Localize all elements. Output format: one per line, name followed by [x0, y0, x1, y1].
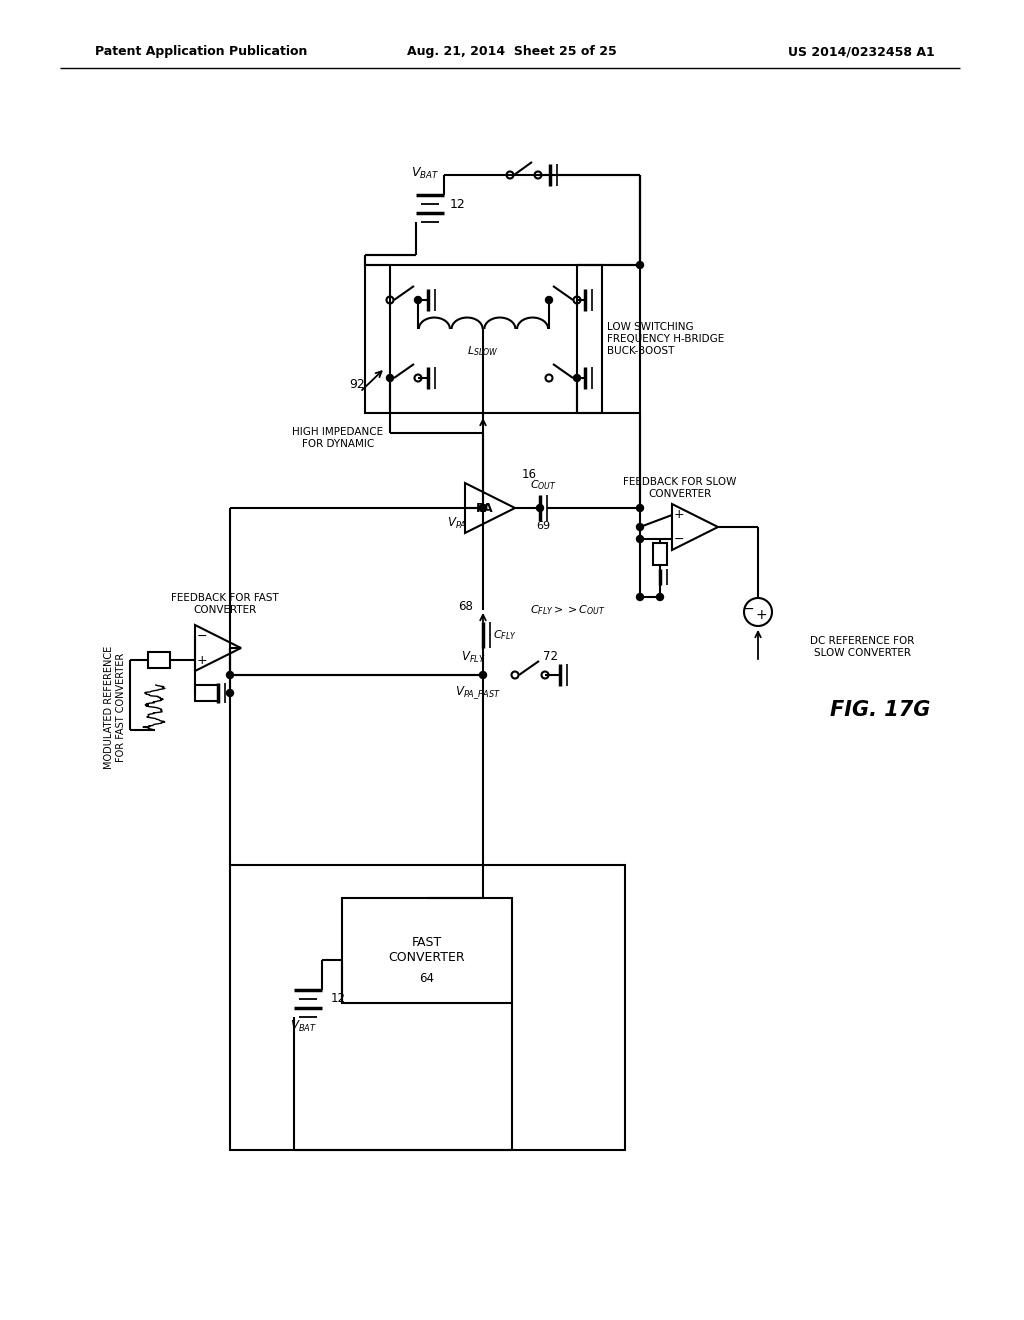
Text: FEEDBACK FOR SLOW
CONVERTER: FEEDBACK FOR SLOW CONVERTER	[624, 478, 736, 499]
Text: FEEDBACK FOR FAST
CONVERTER: FEEDBACK FOR FAST CONVERTER	[171, 593, 279, 615]
Circle shape	[386, 375, 393, 381]
Text: $C_{FLY}$: $C_{FLY}$	[494, 628, 517, 642]
Text: $V_{FLY}$: $V_{FLY}$	[461, 649, 485, 664]
Bar	[195, 685, 219, 701]
Circle shape	[546, 297, 553, 304]
Text: 72: 72	[543, 651, 557, 664]
Text: $V_{PA\_FAST}$: $V_{PA\_FAST}$	[455, 685, 501, 701]
Circle shape	[656, 594, 664, 601]
Bar	[342, 898, 512, 1003]
Text: $V_{BAT}$: $V_{BAT}$	[290, 1019, 316, 1034]
Text: MODULATED REFERENCE
FOR FAST CONVERTER: MODULATED REFERENCE FOR FAST CONVERTER	[104, 645, 126, 768]
Bar	[365, 265, 602, 413]
Text: +: +	[755, 609, 767, 622]
Text: 12: 12	[331, 993, 345, 1006]
Text: 92: 92	[349, 379, 365, 392]
Text: HIGH IMPEDANCE
FOR DYNAMIC: HIGH IMPEDANCE FOR DYNAMIC	[293, 428, 384, 449]
Text: −: −	[674, 532, 684, 545]
Circle shape	[637, 524, 643, 531]
Text: $L_{SLOW}$: $L_{SLOW}$	[467, 345, 499, 358]
Circle shape	[573, 375, 581, 381]
Text: $V_{BAT}$: $V_{BAT}$	[411, 165, 439, 181]
Circle shape	[479, 672, 486, 678]
Bar	[230, 865, 625, 1150]
Text: PA: PA	[476, 502, 494, 515]
Text: +: +	[674, 508, 684, 521]
Text: −: −	[197, 630, 207, 643]
Circle shape	[226, 689, 233, 697]
Text: 69: 69	[536, 521, 550, 531]
Text: $V_{PA}$: $V_{PA}$	[446, 515, 467, 531]
Circle shape	[479, 504, 486, 511]
Circle shape	[637, 261, 643, 268]
Circle shape	[537, 504, 544, 511]
Bar	[653, 543, 667, 565]
Circle shape	[479, 504, 486, 511]
Circle shape	[637, 504, 643, 511]
Circle shape	[415, 297, 422, 304]
Text: Patent Application Publication: Patent Application Publication	[95, 45, 307, 58]
Text: DC REFERENCE FOR
SLOW CONVERTER: DC REFERENCE FOR SLOW CONVERTER	[810, 636, 914, 657]
Text: Aug. 21, 2014  Sheet 25 of 25: Aug. 21, 2014 Sheet 25 of 25	[408, 45, 616, 58]
Text: 16: 16	[521, 469, 537, 482]
Circle shape	[479, 504, 486, 511]
Text: FIG. 17G: FIG. 17G	[829, 700, 930, 719]
Text: 12: 12	[451, 198, 466, 210]
Bar	[148, 652, 170, 668]
Text: +: +	[197, 653, 207, 667]
Text: $C_{FLY}>>C_{OUT}$: $C_{FLY}>>C_{OUT}$	[530, 603, 606, 616]
Text: 64: 64	[420, 972, 434, 985]
Circle shape	[226, 672, 233, 678]
Circle shape	[637, 594, 643, 601]
Circle shape	[637, 536, 643, 543]
Text: 68: 68	[459, 601, 473, 614]
Text: FAST
CONVERTER: FAST CONVERTER	[389, 936, 465, 964]
Text: LOW SWITCHING
FREQUENCY H-BRIDGE
BUCK-BOOST: LOW SWITCHING FREQUENCY H-BRIDGE BUCK-BO…	[607, 322, 724, 355]
Text: $C_{OUT}$: $C_{OUT}$	[529, 478, 556, 492]
Text: −: −	[742, 602, 754, 616]
Text: US 2014/0232458 A1: US 2014/0232458 A1	[788, 45, 935, 58]
